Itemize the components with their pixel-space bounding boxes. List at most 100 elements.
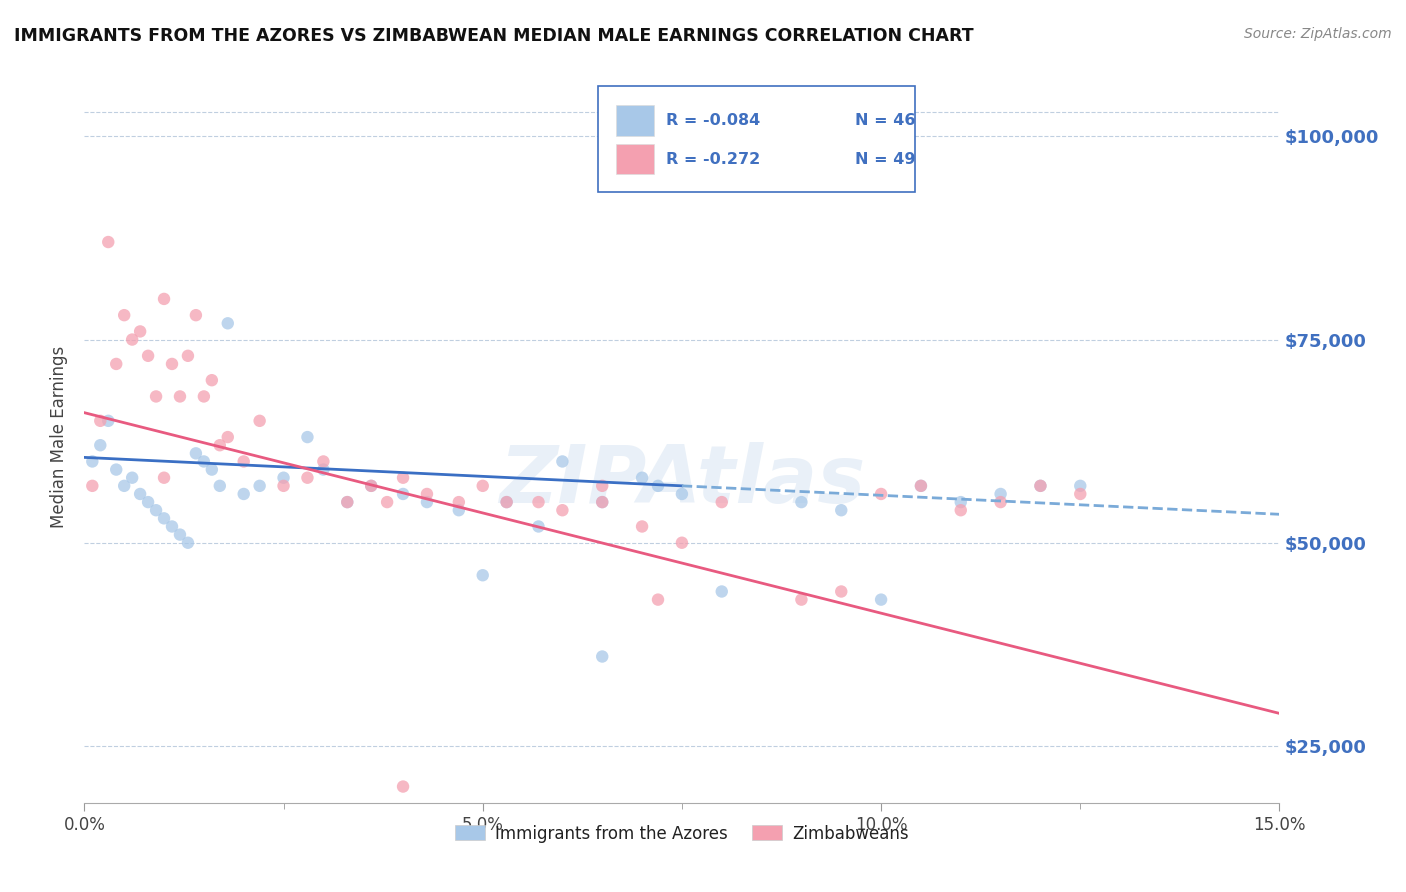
Legend: Immigrants from the Azores, Zimbabweans: Immigrants from the Azores, Zimbabweans <box>449 818 915 849</box>
Point <box>121 333 143 347</box>
Point <box>249 479 271 493</box>
Point <box>949 495 972 509</box>
Point <box>671 487 693 501</box>
Point <box>160 519 183 533</box>
Point <box>591 495 613 509</box>
Point <box>312 462 335 476</box>
Point <box>591 495 613 509</box>
Point <box>136 349 159 363</box>
Point <box>145 389 167 403</box>
Point <box>273 471 295 485</box>
Text: N = 49: N = 49 <box>855 152 915 167</box>
Point <box>184 308 207 322</box>
Point <box>495 495 517 509</box>
Point <box>471 568 494 582</box>
Point <box>89 414 111 428</box>
Point <box>990 495 1012 509</box>
Point <box>312 454 335 468</box>
Y-axis label: Median Male Earnings: Median Male Earnings <box>51 346 69 528</box>
Point <box>647 592 669 607</box>
Point <box>392 487 415 501</box>
Point <box>360 479 382 493</box>
Point <box>471 479 494 493</box>
Point <box>201 462 224 476</box>
Point <box>169 389 191 403</box>
Text: Source: ZipAtlas.com: Source: ZipAtlas.com <box>1244 27 1392 41</box>
Point <box>710 495 733 509</box>
Point <box>249 414 271 428</box>
FancyBboxPatch shape <box>616 105 654 136</box>
Point <box>392 780 415 794</box>
Point <box>121 471 143 485</box>
Point <box>710 584 733 599</box>
Point <box>870 487 893 501</box>
Point <box>217 316 239 330</box>
Point <box>647 479 669 493</box>
Point <box>105 357 128 371</box>
Text: IMMIGRANTS FROM THE AZORES VS ZIMBABWEAN MEDIAN MALE EARNINGS CORRELATION CHART: IMMIGRANTS FROM THE AZORES VS ZIMBABWEAN… <box>14 27 974 45</box>
Point <box>208 438 231 452</box>
Point <box>551 503 574 517</box>
Point <box>136 495 159 509</box>
Point <box>297 430 319 444</box>
Point <box>193 454 215 468</box>
Point <box>375 495 398 509</box>
Point <box>129 487 152 501</box>
Text: N = 46: N = 46 <box>855 113 915 128</box>
Text: R = -0.084: R = -0.084 <box>666 113 761 128</box>
Point <box>145 503 167 517</box>
Point <box>671 535 693 549</box>
Point <box>217 430 239 444</box>
Point <box>112 308 135 322</box>
Point <box>527 519 550 533</box>
Point <box>830 503 852 517</box>
Point <box>830 584 852 599</box>
Point <box>232 454 254 468</box>
Point <box>527 495 550 509</box>
Point <box>591 479 613 493</box>
Text: R = -0.272: R = -0.272 <box>666 152 761 167</box>
Point <box>105 462 128 476</box>
Point <box>112 479 135 493</box>
Point <box>1029 479 1052 493</box>
Point <box>208 479 231 493</box>
Point <box>153 511 176 525</box>
Point <box>790 495 813 509</box>
Text: ZIPAtlas: ZIPAtlas <box>499 442 865 520</box>
Point <box>551 454 574 468</box>
Point <box>232 487 254 501</box>
Point <box>153 292 176 306</box>
Point <box>336 495 359 509</box>
Point <box>910 479 932 493</box>
Point <box>631 471 654 485</box>
Point <box>1069 487 1091 501</box>
Point <box>89 438 111 452</box>
Point <box>297 471 319 485</box>
Point <box>82 479 104 493</box>
Point <box>495 495 517 509</box>
Point <box>360 479 382 493</box>
Point <box>790 592 813 607</box>
FancyBboxPatch shape <box>599 86 915 192</box>
Point <box>949 503 972 517</box>
Point <box>447 495 470 509</box>
Point <box>910 479 932 493</box>
Point <box>631 519 654 533</box>
Point <box>447 503 470 517</box>
Point <box>870 592 893 607</box>
Point <box>97 235 120 249</box>
Point <box>82 454 104 468</box>
FancyBboxPatch shape <box>616 144 654 175</box>
Point <box>184 446 207 460</box>
Point <box>591 649 613 664</box>
Point <box>990 487 1012 501</box>
Point <box>129 325 152 339</box>
Point <box>177 535 200 549</box>
Point <box>97 414 120 428</box>
Point <box>416 495 439 509</box>
Point <box>336 495 359 509</box>
Point <box>1069 479 1091 493</box>
Point <box>169 527 191 541</box>
Point <box>193 389 215 403</box>
Point <box>177 349 200 363</box>
